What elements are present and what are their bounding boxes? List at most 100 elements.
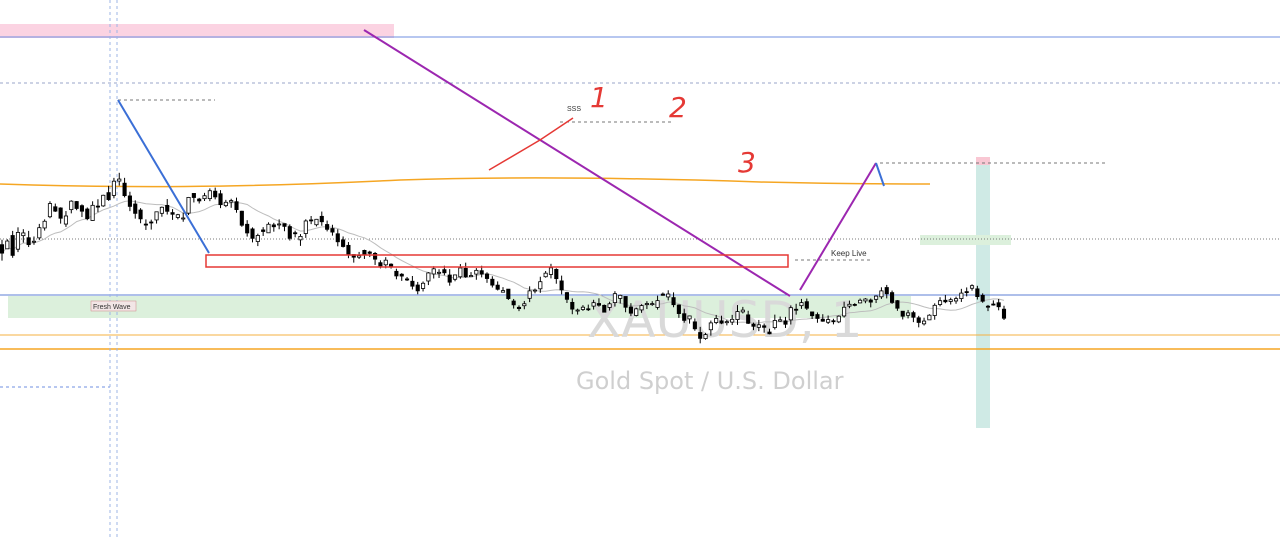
candle-body (325, 224, 330, 230)
candle-body (10, 235, 15, 256)
ma-long-line (0, 177, 931, 188)
candle-body (906, 312, 911, 316)
candle-body (468, 275, 474, 278)
candle-body (799, 302, 804, 307)
candle-body (964, 291, 969, 294)
candle-body (106, 192, 111, 200)
candle-body (431, 268, 436, 275)
red-liquidity-box (205, 254, 789, 268)
candle-body (229, 200, 234, 203)
candle-body (804, 301, 809, 309)
candle-body (21, 232, 26, 237)
candle-body (671, 297, 676, 306)
candle-body (532, 289, 538, 292)
candle-body (836, 315, 841, 323)
entry-zone (920, 235, 1011, 245)
watermark-name: Gold Spot / U.S. Dollar (576, 367, 844, 395)
candle-body (111, 180, 116, 196)
candle-body (175, 214, 180, 218)
candle-body (927, 314, 932, 321)
candle-body (879, 290, 884, 298)
candle-body (479, 270, 484, 275)
candle-body (884, 287, 889, 295)
candle-body (644, 303, 649, 305)
candle-body (756, 324, 761, 328)
candle-body (980, 294, 985, 302)
candle-body (559, 280, 564, 291)
candle-body (522, 303, 527, 307)
candle-body (858, 299, 863, 304)
candle-body (31, 240, 37, 243)
candle-body (90, 204, 95, 221)
candle-body (746, 314, 751, 324)
candle-body (762, 325, 767, 328)
candle-body (692, 321, 697, 330)
candle-body (117, 178, 122, 182)
candle-body (548, 267, 554, 275)
candle-body (580, 306, 585, 310)
candle-body (47, 203, 53, 218)
candle-body (788, 307, 793, 321)
candle-body (63, 215, 69, 225)
candle-body (143, 223, 148, 226)
candle-body (751, 323, 756, 327)
candle-body (890, 292, 895, 303)
candle-body (826, 319, 831, 323)
candle-body (261, 229, 266, 232)
candle-body (154, 211, 159, 221)
candle-body (985, 305, 991, 308)
candle-body (463, 267, 468, 278)
candle-body (37, 227, 42, 239)
candle-body (495, 284, 500, 290)
candle-body (5, 240, 10, 250)
candle-body (394, 270, 399, 277)
candle-body (239, 210, 244, 226)
candle-body (346, 244, 351, 255)
candle-body (959, 292, 964, 299)
candle-body (26, 237, 31, 246)
candle-body (708, 322, 713, 331)
candle-body (458, 267, 463, 278)
candle-body (410, 280, 415, 287)
candle-body (58, 207, 63, 219)
candle-body (783, 320, 788, 325)
candle-body (868, 299, 873, 303)
candle-body (218, 193, 223, 206)
candle-body (255, 235, 260, 242)
candle-body (932, 304, 937, 316)
candle-body (937, 300, 943, 305)
wave-number-2: 2 (669, 91, 687, 124)
candle-body (293, 232, 298, 235)
candle-body (895, 300, 900, 309)
candle-body (922, 320, 927, 325)
candle-body (639, 305, 644, 311)
candle-body (335, 233, 340, 243)
candle-body (996, 302, 1001, 308)
fresh-wave-label: Fresh Wave (93, 304, 131, 311)
candle-body (618, 294, 623, 299)
candle-body (666, 293, 671, 298)
candle-body (95, 205, 100, 208)
candle-body (778, 319, 783, 322)
candle-body (612, 293, 617, 303)
diagonal-purple-main (363, 29, 791, 297)
candle-body (165, 204, 170, 212)
candle-body (740, 309, 745, 313)
supply-zone (0, 24, 394, 38)
candle-body (53, 206, 58, 212)
candle-body (303, 220, 308, 234)
candle-body (341, 239, 346, 247)
candle-body (730, 318, 735, 323)
candle-body (202, 195, 207, 200)
candle-body (900, 310, 905, 317)
candle-body (676, 304, 681, 314)
candle-body (69, 200, 74, 211)
candle-body (223, 201, 228, 207)
candle-body (452, 274, 458, 280)
candle-body (330, 228, 335, 233)
candle-body (682, 313, 687, 321)
candle-body (133, 203, 138, 214)
candle-body (42, 220, 47, 229)
candle-body (660, 293, 665, 296)
